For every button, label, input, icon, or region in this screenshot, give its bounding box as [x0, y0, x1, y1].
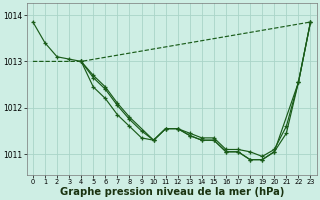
X-axis label: Graphe pression niveau de la mer (hPa): Graphe pression niveau de la mer (hPa): [60, 187, 284, 197]
